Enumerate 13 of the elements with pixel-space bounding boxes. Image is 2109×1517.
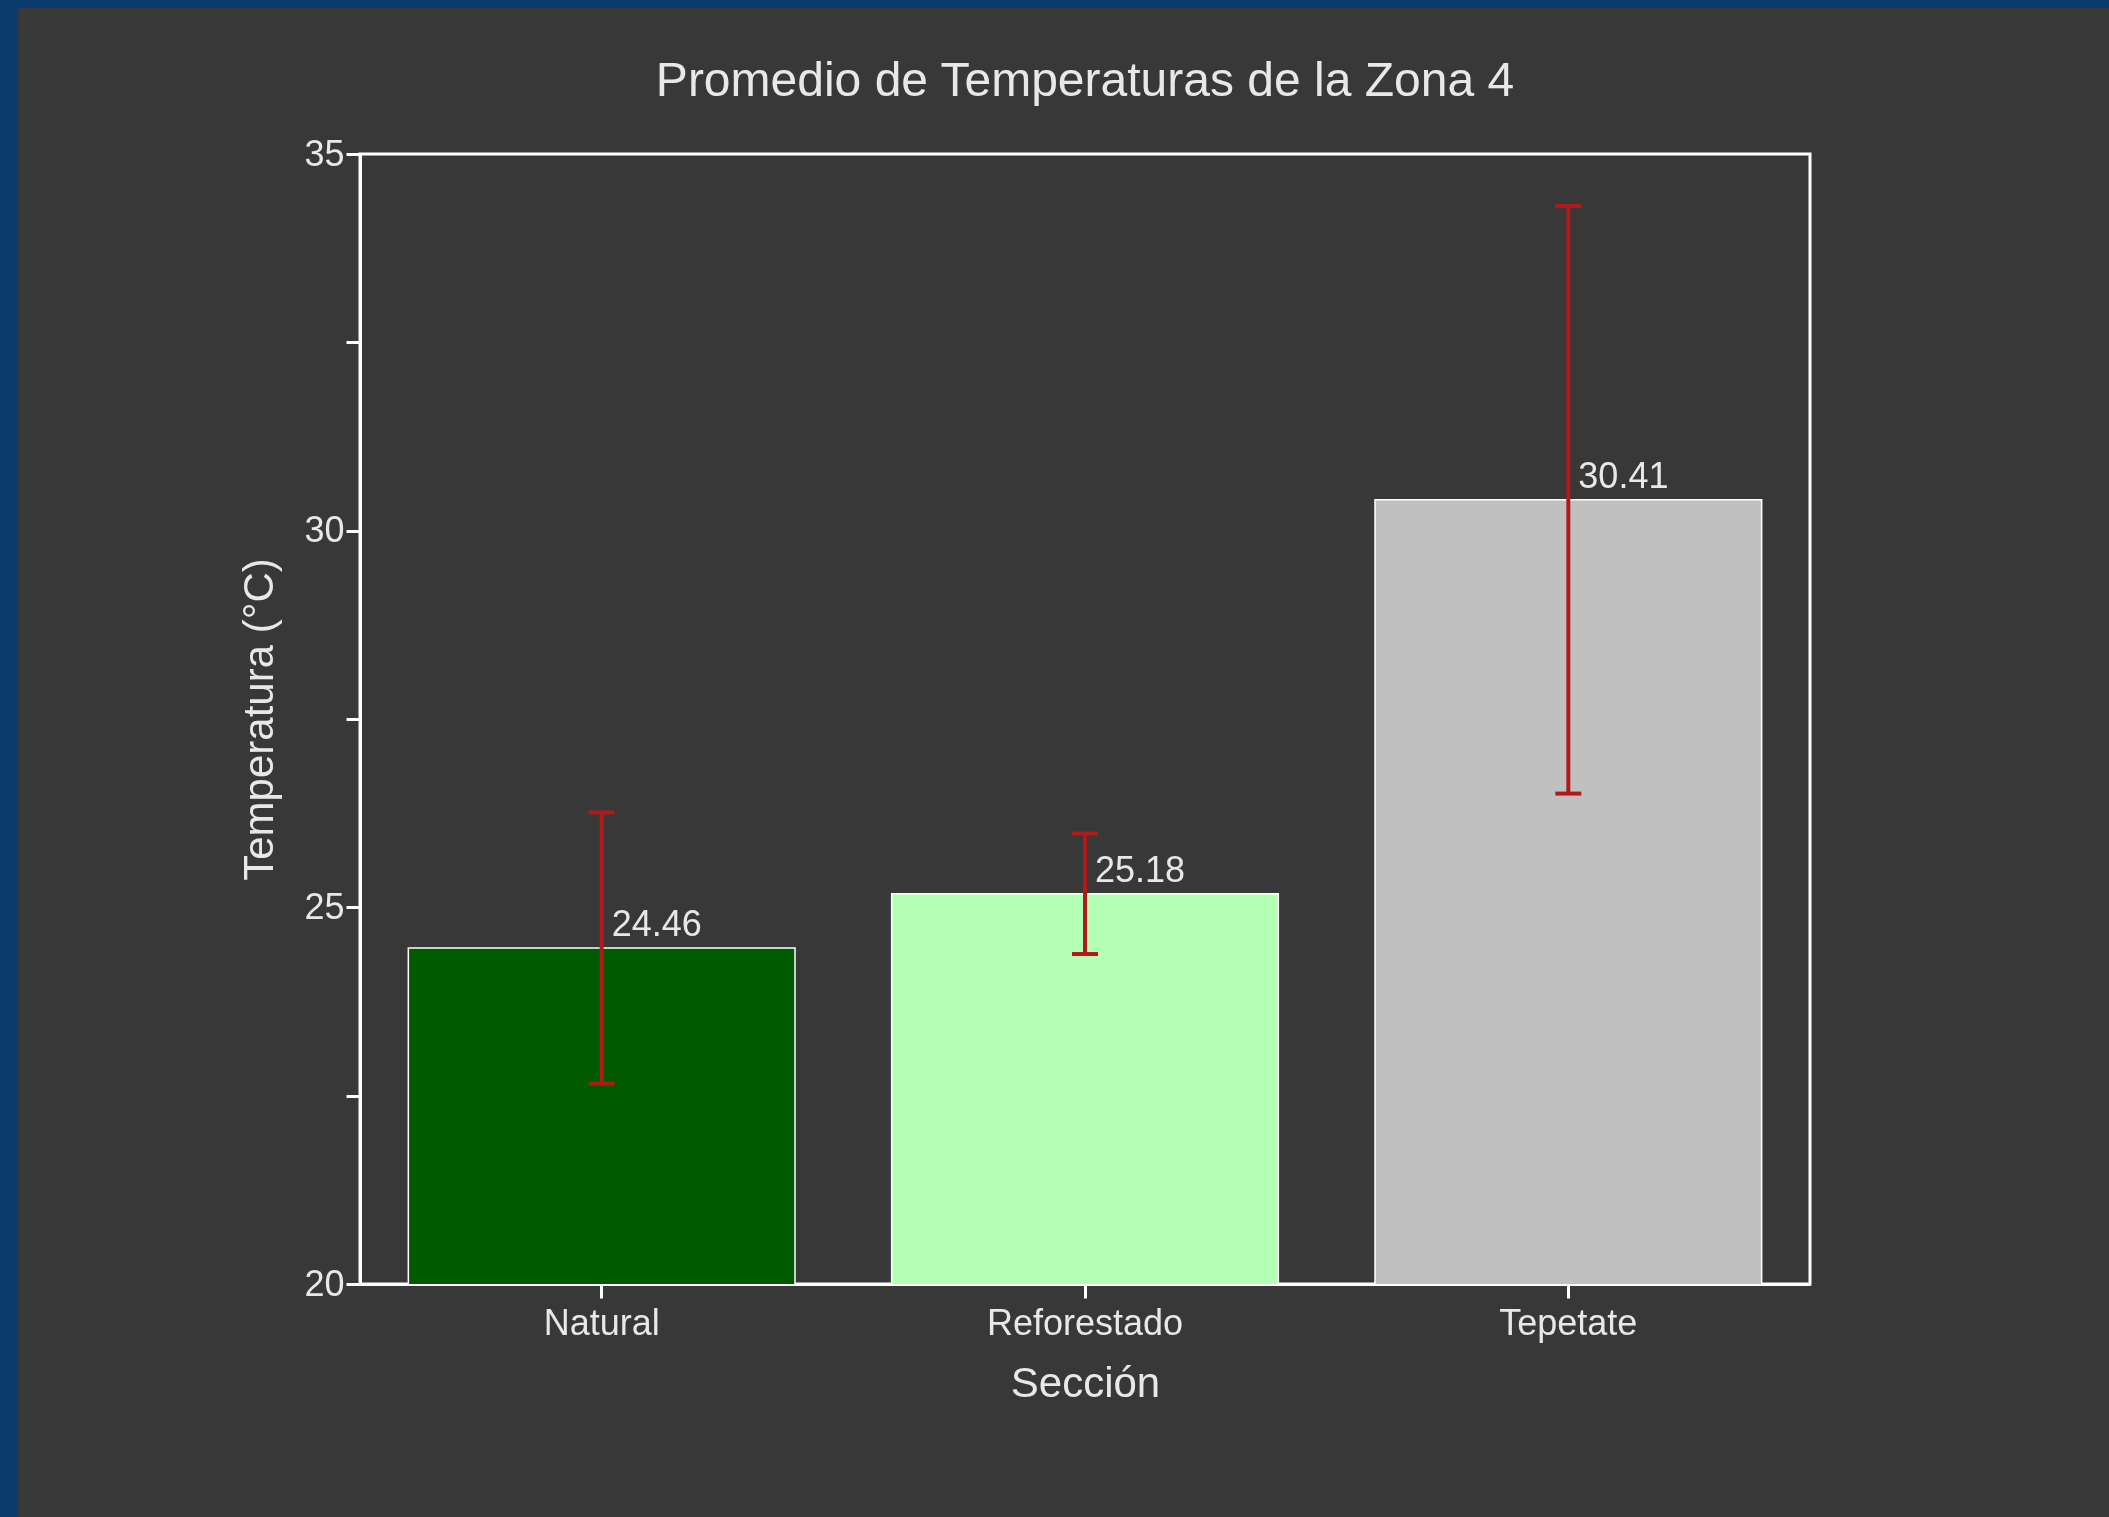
y-axis-title: Temperatura (°C): [235, 558, 283, 881]
x-axis-title: Sección: [1010, 1358, 1161, 1406]
y-tick-label: 20: [304, 1262, 345, 1304]
y-tick-label: 30: [304, 509, 345, 551]
x-tick-label: Reforestado: [986, 1301, 1184, 1343]
x-tick-label: Natural: [543, 1301, 660, 1343]
y-tick-label: 35: [304, 132, 345, 174]
data-label: 24.46: [611, 903, 702, 945]
data-label: 25.18: [1095, 848, 1186, 890]
y-tick-label: 25: [304, 885, 345, 927]
x-tick-label: Tepetate: [1499, 1301, 1638, 1343]
chart-title: Promedio de Temperaturas de la Zona 4: [655, 53, 1515, 106]
data-label: 30.41: [1578, 454, 1669, 496]
